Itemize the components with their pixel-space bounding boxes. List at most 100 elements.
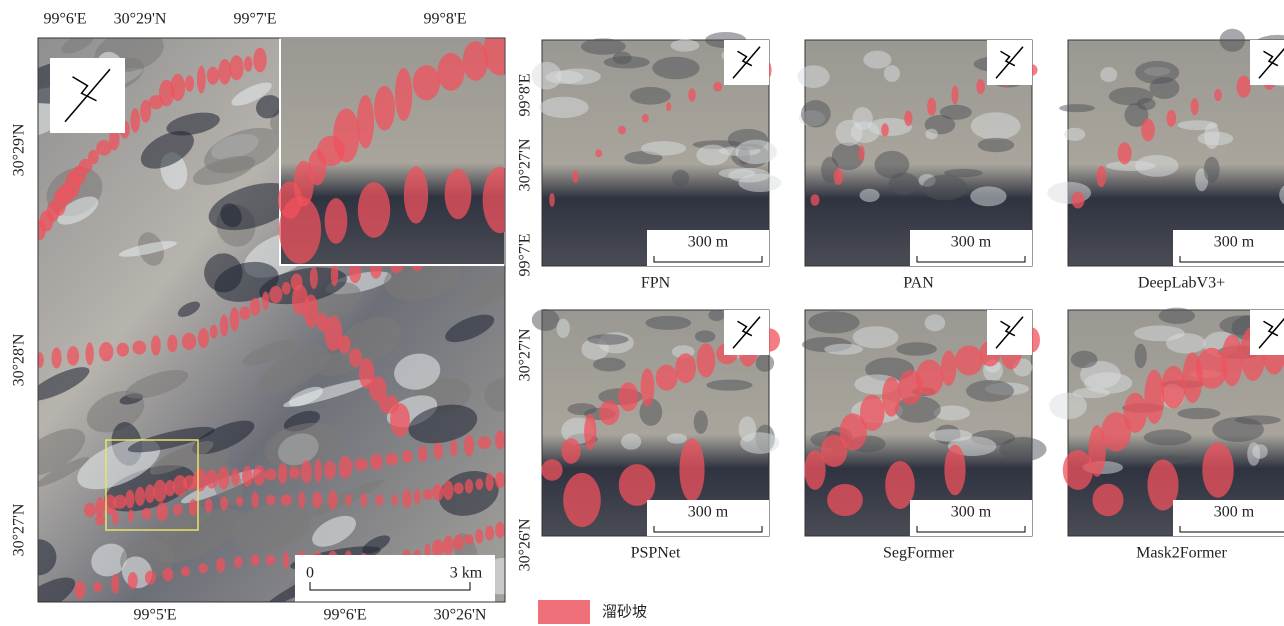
terrain-patch (671, 39, 700, 51)
terrain-patch (1049, 393, 1087, 420)
panel-coord: 30°27'N (517, 138, 534, 191)
landslide (251, 554, 260, 566)
terrain-patch (696, 145, 728, 166)
landslide (197, 66, 206, 94)
landslide (642, 114, 649, 123)
landslide (265, 469, 277, 481)
landslide (941, 351, 956, 386)
landslide (437, 53, 464, 91)
main-map: 03 km (0, 24, 548, 626)
terrain-patch (1106, 161, 1156, 171)
terrain-patch (797, 65, 829, 88)
scale-label: 300 m (688, 504, 729, 521)
top-coord: 99°7'E (233, 11, 276, 28)
landslide (944, 445, 965, 496)
terrain-patch (1177, 408, 1220, 419)
landslide (619, 464, 656, 506)
landslide (572, 171, 578, 183)
panel-title: FPN (641, 275, 671, 292)
landslide (153, 480, 167, 502)
landslide (414, 489, 421, 504)
landslide (324, 461, 336, 480)
panel: 300 m (1047, 29, 1284, 266)
panel: 300 m (531, 32, 781, 266)
terrain-patch (884, 65, 900, 82)
landslide (128, 509, 134, 522)
landslide (453, 535, 463, 551)
landslide (133, 341, 147, 355)
north-box (1250, 40, 1284, 85)
panel-title: DeepLabV3+ (1138, 275, 1225, 292)
landslide (1202, 442, 1233, 497)
landslide (478, 436, 491, 449)
landslide (641, 368, 655, 406)
landslide (1071, 191, 1084, 208)
landslide (289, 467, 300, 479)
landslide (207, 67, 219, 85)
landslide (36, 352, 44, 367)
bottom-coord: 30°26'N (434, 607, 487, 624)
terrain-patch (587, 334, 628, 345)
scale-label: 300 m (951, 504, 992, 521)
landslide (345, 494, 351, 506)
landslide (904, 110, 912, 126)
left-coord: 30°29'N (11, 123, 28, 176)
terrain-patch (532, 309, 560, 331)
terrain-patch (672, 170, 689, 187)
terrain-patch (695, 330, 715, 342)
landslide (182, 333, 196, 350)
landslide (282, 282, 291, 295)
panel-title: Mask2Former (1136, 545, 1227, 562)
terrain-patch (999, 437, 1046, 461)
landslide (234, 556, 242, 568)
landslide (333, 108, 359, 162)
landslide (834, 168, 844, 184)
landslide (198, 563, 207, 573)
landslide (170, 74, 185, 101)
landslide (475, 478, 483, 489)
landslide (402, 489, 411, 509)
terrain-patch (1204, 157, 1220, 183)
left-coord: 30°27'N (11, 503, 28, 556)
landslide (236, 496, 243, 506)
landslide (976, 79, 985, 94)
scale-label: 300 m (951, 234, 992, 251)
landslide (955, 346, 983, 376)
landslide (206, 470, 218, 489)
terrain-patch (860, 189, 880, 202)
landslide (250, 298, 261, 316)
landslide (454, 483, 464, 494)
landslide (205, 498, 213, 512)
terrain-patch (944, 169, 983, 177)
landslide (266, 554, 275, 565)
landslide (252, 492, 259, 508)
terrain-patch (539, 97, 588, 118)
landslide (475, 529, 483, 544)
landslide (599, 400, 619, 425)
terrain-patch (1204, 123, 1219, 150)
landslide (51, 347, 61, 368)
landslide (386, 453, 398, 466)
landslide (328, 490, 337, 509)
landslide (882, 377, 901, 417)
terrain-patch (978, 138, 1014, 152)
landslide (584, 414, 596, 450)
landslide (331, 263, 338, 286)
landslide (279, 196, 321, 264)
north-box (1250, 310, 1284, 355)
landslide (242, 466, 252, 487)
landslide (390, 403, 410, 437)
landslide (253, 465, 266, 485)
landslide (541, 459, 562, 481)
landslide (618, 382, 638, 411)
landslide (859, 146, 865, 162)
panel-title: PAN (903, 275, 934, 292)
terrain-patch (853, 326, 899, 348)
landslide (298, 491, 305, 508)
legend-label: 溜砂坡 (602, 603, 647, 621)
terrain-patch (1144, 429, 1192, 445)
terrain-patch (801, 100, 831, 127)
landslide (688, 88, 696, 102)
landslide (163, 568, 174, 582)
landslide (563, 473, 601, 527)
